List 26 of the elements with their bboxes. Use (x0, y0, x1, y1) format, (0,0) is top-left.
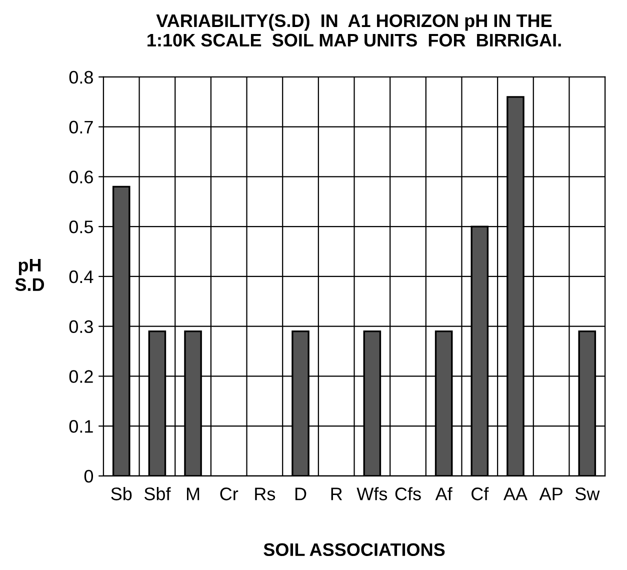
y-tick-label: 0.6 (69, 170, 93, 184)
y-axis-title: pH S.D (15, 258, 44, 292)
y-tick-label: 0.5 (69, 220, 93, 234)
x-tick-label: Sb (111, 487, 132, 500)
x-tick-label: Rs (255, 488, 276, 500)
y-tick-label: 0.4 (69, 270, 94, 284)
y-tick-label: 0.2 (69, 370, 93, 383)
x-tick-label: M (186, 488, 200, 500)
y-tick-label: 0.8 (69, 70, 93, 84)
x-tick-label: Cf (472, 487, 489, 500)
x-tick-label: Af (435, 487, 452, 500)
x-tick-label: Sw (575, 488, 600, 500)
y-tick-label: 0.7 (69, 120, 93, 134)
chart-title: VARIABILITY(S.D) IN A1 HORIZON pH IN THE 1:10K SCALE SOIL MAP UNITS FOR BIRRIGAI. (148, 14, 561, 47)
x-tick-label: R (331, 488, 342, 500)
y-tick-label: 0.3 (69, 320, 93, 334)
x-tick-label: Cfs (395, 487, 421, 500)
y-tick-label: 0 (84, 470, 94, 483)
x-tick-label: AP (539, 488, 562, 500)
x-tick-label: AA (503, 488, 528, 500)
x-tick-label: Sbf (144, 487, 171, 500)
x-axis-title: SOIL ASSOCIATIONS (264, 543, 445, 556)
x-tick-label: D (295, 488, 306, 500)
x-tick-label: Wfs (356, 487, 388, 500)
x-tick-label: Cr (220, 488, 238, 500)
y-tick-label: 0.1 (69, 420, 93, 433)
